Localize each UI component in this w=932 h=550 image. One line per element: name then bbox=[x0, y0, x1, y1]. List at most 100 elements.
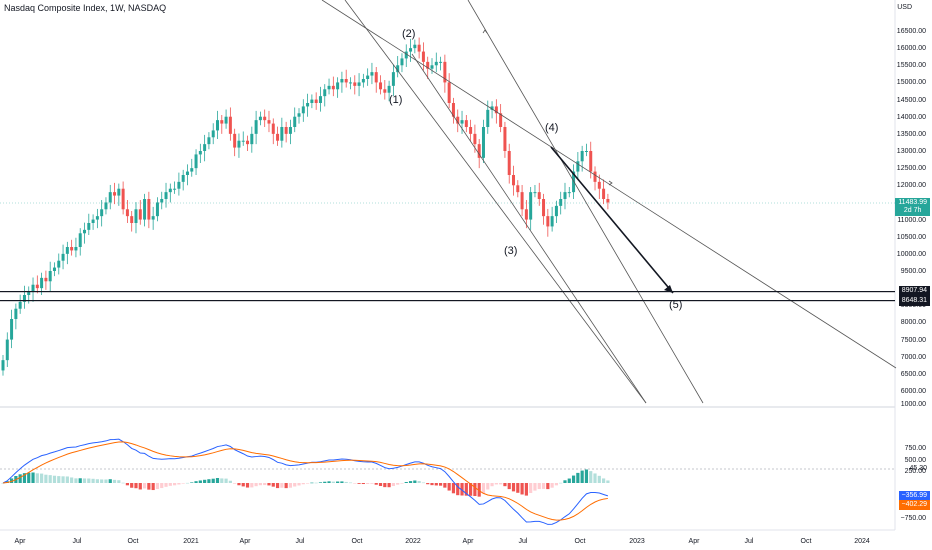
macd-histogram-bar bbox=[48, 475, 52, 483]
indicator-tick-label: 500.00 bbox=[904, 456, 926, 464]
candle bbox=[357, 82, 361, 86]
macd-histogram-bar bbox=[271, 483, 275, 487]
candle bbox=[426, 61, 430, 69]
candle bbox=[173, 188, 177, 190]
macd-histogram-bar bbox=[490, 483, 494, 487]
time-tick-label: Jul bbox=[72, 538, 82, 545]
candle bbox=[125, 209, 129, 217]
price-tick-label: 10000.00 bbox=[896, 250, 926, 258]
signal-line bbox=[2, 441, 608, 521]
macd-histogram-bar bbox=[305, 483, 310, 484]
candle bbox=[516, 185, 520, 193]
candle bbox=[460, 120, 464, 124]
macd-histogram-bar bbox=[529, 483, 533, 494]
macd-histogram-bar bbox=[254, 483, 258, 487]
candle bbox=[147, 199, 151, 220]
macd-histogram-bar bbox=[70, 477, 74, 483]
level-band-upper[interactable] bbox=[0, 291, 895, 293]
candle bbox=[597, 181, 601, 189]
indicator-tick-label: 250.00 bbox=[904, 468, 926, 476]
channel-upper-line[interactable] bbox=[321, 0, 897, 369]
macd-histogram-bar bbox=[74, 478, 78, 483]
price-tick-label: 8000.00 bbox=[900, 319, 926, 327]
macd-histogram-bar bbox=[194, 481, 198, 483]
ray-line-b[interactable] bbox=[411, 53, 647, 404]
macd-histogram-bar bbox=[443, 483, 447, 488]
candle bbox=[44, 277, 48, 282]
candle bbox=[336, 82, 340, 90]
macd-histogram-bar bbox=[520, 483, 524, 495]
macd-histogram-bar bbox=[215, 477, 220, 483]
price-tick-label: 7500.00 bbox=[900, 336, 926, 344]
macd-histogram-bar bbox=[546, 483, 550, 490]
candle bbox=[409, 48, 413, 52]
chart-grid bbox=[0, 0, 896, 531]
chart-title: Nasdaq Composite Index, 1W, NASDAQ bbox=[4, 3, 167, 13]
candle bbox=[546, 216, 550, 227]
candle bbox=[100, 209, 104, 217]
candle bbox=[48, 271, 52, 282]
level-1-badge: 8907.94 bbox=[898, 286, 930, 296]
macd-histogram-bar bbox=[473, 483, 477, 497]
candle bbox=[276, 133, 280, 141]
candle bbox=[224, 116, 228, 124]
candle bbox=[323, 89, 327, 97]
macd-histogram-bar bbox=[571, 475, 576, 483]
candle bbox=[379, 82, 383, 90]
candle bbox=[83, 229, 87, 234]
channel-lower-line[interactable] bbox=[344, 0, 647, 404]
candle bbox=[203, 144, 207, 151]
candle bbox=[580, 151, 584, 162]
candle bbox=[533, 192, 537, 194]
macd-histogram-bar bbox=[507, 483, 511, 490]
time-tick-label: 2024 bbox=[854, 538, 870, 545]
candle bbox=[70, 247, 74, 251]
candle bbox=[602, 188, 606, 199]
candle bbox=[263, 116, 267, 121]
candle bbox=[241, 140, 245, 142]
macd-histogram-bar bbox=[27, 472, 31, 483]
candle bbox=[138, 209, 142, 220]
candle bbox=[250, 133, 254, 145]
trendline-group[interactable] bbox=[0, 0, 897, 404]
macd-histogram-bar bbox=[417, 481, 421, 483]
candle bbox=[14, 308, 18, 319]
time-tick-label: Jul bbox=[744, 538, 754, 545]
macd-histogram-bar bbox=[198, 480, 202, 483]
macd-histogram-bar bbox=[44, 474, 48, 483]
candle bbox=[486, 109, 490, 127]
candle bbox=[520, 192, 524, 210]
macd-histogram-bar bbox=[112, 479, 117, 483]
macd-histogram-bar bbox=[61, 476, 65, 483]
macd-histogram-bar bbox=[297, 483, 301, 486]
macd-histogram-bar bbox=[374, 483, 378, 485]
candle bbox=[108, 192, 112, 203]
candle bbox=[550, 216, 554, 227]
last-price-value: 11483.99 bbox=[898, 199, 927, 206]
candle bbox=[529, 192, 533, 220]
ray-line-a[interactable] bbox=[467, 0, 704, 404]
macd-histogram-bar bbox=[481, 483, 486, 494]
macd-histogram-bar bbox=[602, 478, 606, 483]
candle bbox=[559, 199, 563, 206]
candle bbox=[61, 253, 65, 261]
macd-histogram-bar bbox=[288, 483, 293, 488]
candle bbox=[190, 168, 194, 172]
candle bbox=[31, 284, 35, 292]
level-2-badge: 8648.31 bbox=[898, 296, 930, 306]
level-band-lower[interactable] bbox=[0, 300, 895, 302]
macd-histogram-bar bbox=[241, 483, 245, 487]
candle bbox=[348, 82, 352, 84]
macd-histogram-bar bbox=[142, 483, 147, 489]
macd-histogram-bar bbox=[301, 483, 305, 485]
macd-histogram-bar bbox=[589, 471, 593, 483]
wave5-target-arrow[interactable] bbox=[550, 146, 674, 294]
macd-histogram-bar bbox=[516, 483, 520, 493]
candle bbox=[374, 72, 378, 83]
candle bbox=[288, 127, 292, 134]
macd-histogram-bar bbox=[207, 479, 211, 483]
candle bbox=[413, 44, 417, 49]
price-tick-label: 11000.00 bbox=[897, 216, 926, 224]
candle bbox=[168, 188, 172, 193]
